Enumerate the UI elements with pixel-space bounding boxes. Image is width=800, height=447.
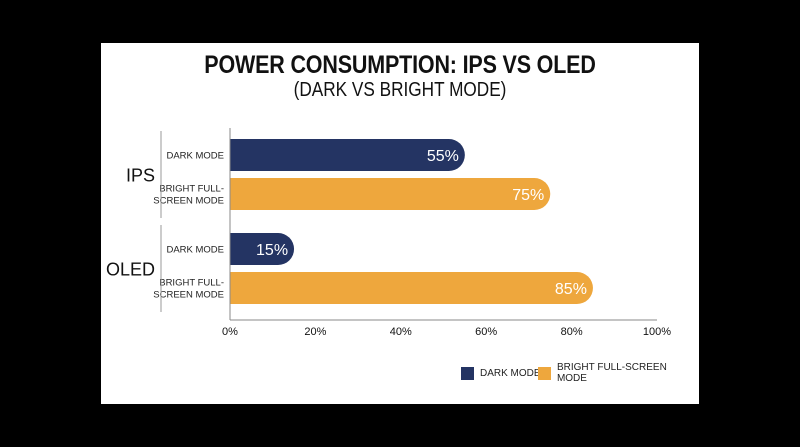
bar bbox=[230, 139, 465, 171]
legend-swatch-dark-mode bbox=[461, 366, 474, 380]
x-tick-label: 0% bbox=[222, 326, 238, 338]
x-tick-label: 100% bbox=[643, 326, 671, 338]
group-label: OLED bbox=[106, 260, 155, 280]
category-label: SCREEN MODE bbox=[153, 196, 224, 207]
legend-swatch-bright-mode bbox=[538, 366, 551, 380]
bar-value-label: 75% bbox=[512, 187, 544, 204]
category-label: SCREEN MODE bbox=[153, 290, 224, 301]
bar-value-label: 85% bbox=[555, 281, 587, 298]
legend-label-dark-mode: DARK MODE bbox=[480, 367, 541, 379]
bar bbox=[230, 272, 593, 304]
legend-item-dark-mode: DARK MODE bbox=[461, 365, 541, 381]
bar-value-label: 15% bbox=[256, 242, 288, 259]
bar bbox=[230, 233, 295, 265]
chart-card: POWER CONSUMPTION: IPS VS OLED (DARK VS … bbox=[101, 43, 699, 404]
bar-value-label: 55% bbox=[427, 148, 459, 165]
chart-title: POWER CONSUMPTION: IPS VS OLED bbox=[204, 51, 596, 79]
x-tick-label: 80% bbox=[561, 326, 583, 338]
legend-label-bright-mode: BRIGHT FULL-SCREEN MODE bbox=[556, 362, 667, 384]
category-label: BRIGHT FULL- bbox=[159, 278, 224, 289]
category-label: BRIGHT FULL- bbox=[159, 184, 224, 195]
x-tick-label: 40% bbox=[390, 326, 412, 338]
legend-item-bright-mode: BRIGHT FULL-SCREEN MODE bbox=[538, 362, 699, 384]
category-label: DARK MODE bbox=[166, 151, 224, 162]
chart-subtitle: (DARK VS BRIGHT MODE) bbox=[293, 79, 507, 101]
x-tick-label: 60% bbox=[475, 326, 497, 338]
group-label: IPS bbox=[126, 166, 155, 186]
category-label: DARK MODE bbox=[166, 245, 224, 256]
x-tick-label: 20% bbox=[304, 326, 326, 338]
bar bbox=[230, 178, 551, 210]
